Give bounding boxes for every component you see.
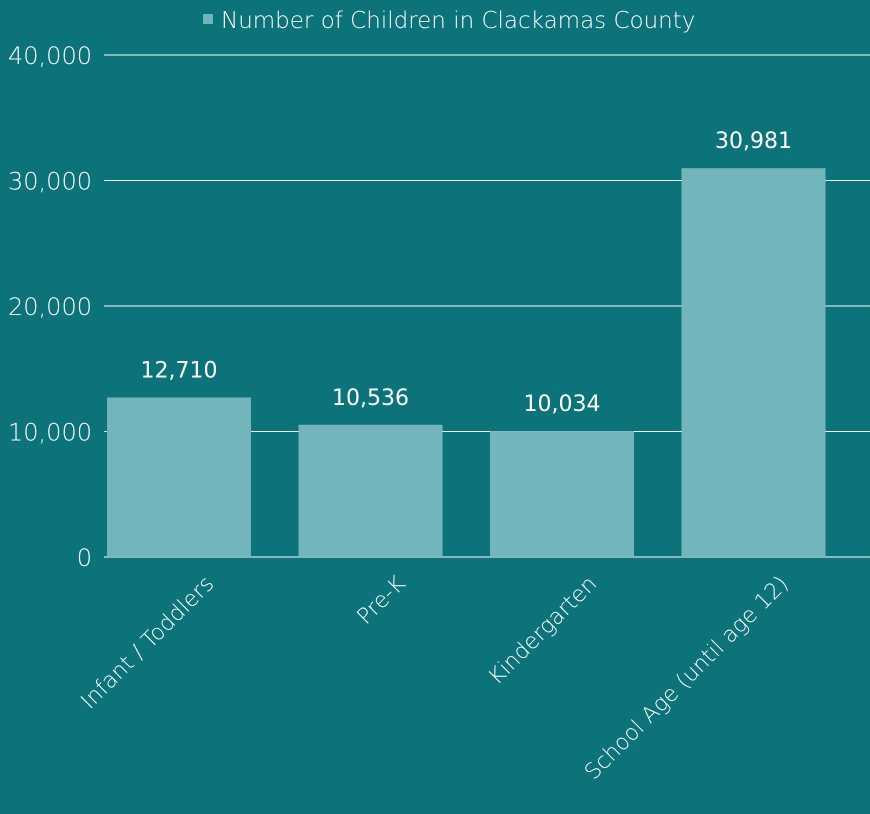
data-label: 10,536 bbox=[332, 386, 409, 411]
y-tick-label: 30,000 bbox=[8, 168, 92, 196]
bar bbox=[107, 397, 251, 557]
data-label: 30,981 bbox=[715, 129, 792, 154]
y-tick-label: 10,000 bbox=[8, 419, 92, 447]
legend-label: Number of Children in Clackamas County bbox=[221, 8, 695, 34]
bar bbox=[681, 168, 826, 557]
data-label: 10,034 bbox=[524, 392, 601, 417]
y-tick-label: 40,000 bbox=[8, 42, 92, 70]
bar bbox=[298, 424, 443, 557]
y-axis-ticks: 0 10,000 20,000 30,000 40,000 bbox=[8, 42, 92, 572]
data-labels: 12,710 10,536 10,034 30,981 bbox=[141, 129, 792, 417]
category-label: School Age (until age 12) bbox=[580, 572, 793, 785]
bars bbox=[107, 168, 826, 557]
x-axis-ticks: Infant / Toddlers Pre-K KindergartenSchool… bbox=[76, 571, 793, 785]
bar bbox=[490, 431, 634, 557]
category-label: Kindergarten bbox=[484, 572, 602, 690]
category-label: Pre-K bbox=[353, 571, 412, 630]
y-tick-label: 0 bbox=[77, 544, 92, 572]
legend: Number of Children in Clackamas County bbox=[203, 8, 695, 34]
y-tick-label: 20,000 bbox=[8, 293, 92, 321]
category-label: Infant / Toddlers bbox=[76, 572, 219, 715]
legend-swatch bbox=[203, 14, 213, 24]
data-label: 12,710 bbox=[141, 358, 218, 383]
